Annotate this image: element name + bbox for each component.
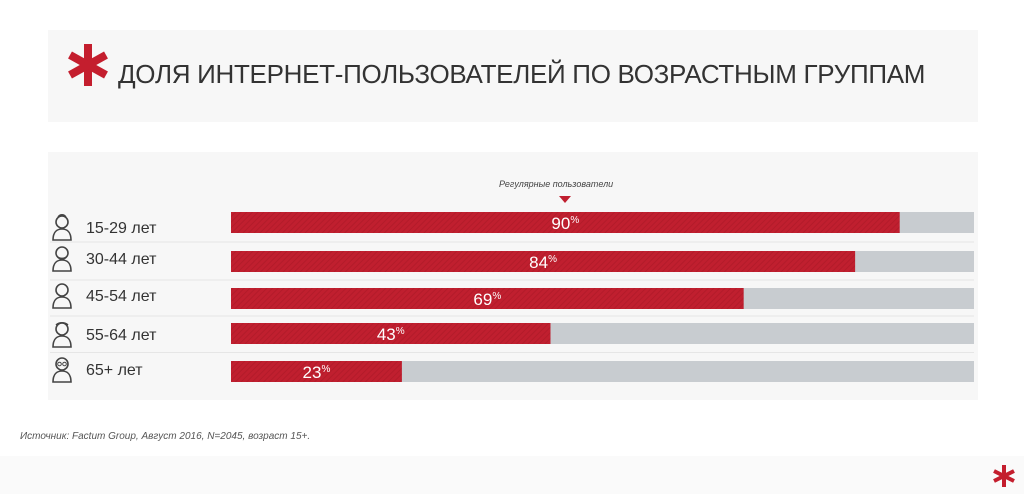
bar-track <box>231 361 974 382</box>
bar-value-label: 90% <box>551 214 579 233</box>
elderly-person-icon <box>52 357 72 383</box>
title-band <box>48 30 978 122</box>
category-label: 65+ лет <box>86 362 143 379</box>
footer-band <box>0 456 1024 494</box>
bar-45-54 лет <box>231 288 744 309</box>
senior-person-icon <box>52 322 72 348</box>
bar-value-label: 84% <box>529 253 557 272</box>
annotation-marker <box>559 196 571 203</box>
middle-aged-person-icon <box>52 283 72 309</box>
corner-asterisk-icon <box>993 465 1015 487</box>
category-label: 55-64 лет <box>86 327 157 344</box>
category-label: 15-29 лет <box>86 220 157 237</box>
category-label: 45-54 лет <box>86 288 157 305</box>
asterisk-icon <box>68 44 108 86</box>
bar-30-44 лет <box>231 251 856 272</box>
category-label: 30-44 лет <box>86 251 157 268</box>
annotation-regular-users: Регулярные пользователи <box>499 179 614 189</box>
bar-value-label: 43% <box>377 325 405 344</box>
bar-value-label: 23% <box>303 363 331 382</box>
chart-band <box>48 152 978 400</box>
source-note: Источник: Factum Group, Август 2016, N=2… <box>20 431 311 442</box>
bar-value-label: 69% <box>473 290 501 309</box>
bar-55-64 лет <box>231 323 551 344</box>
young-person-icon <box>52 214 72 241</box>
page-title: ДОЛЯ ИНТЕРНЕТ-ПОЛЬЗОВАТЕЛЕЙ ПО ВОЗРАСТНЫ… <box>118 59 926 89</box>
adult-person-icon <box>52 246 72 272</box>
bar-15-29 лет <box>231 212 900 233</box>
bar-65+ лет <box>231 361 402 382</box>
